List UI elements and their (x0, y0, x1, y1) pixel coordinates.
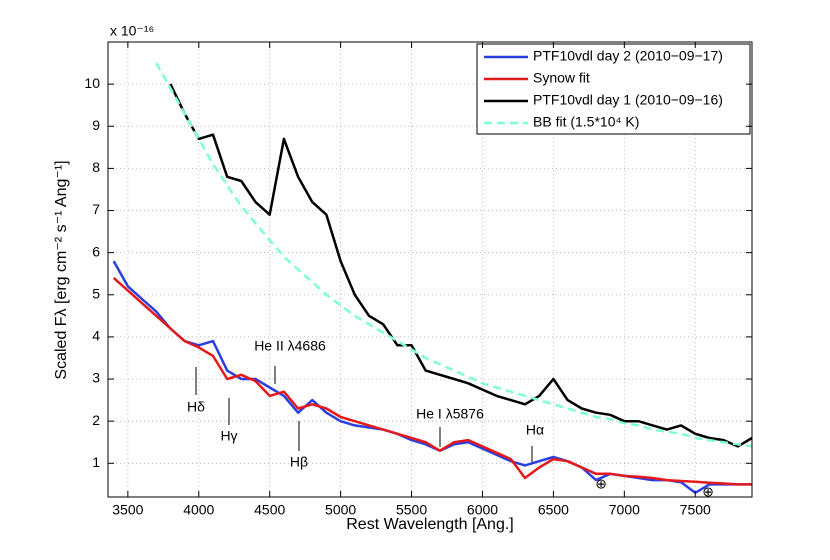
series-line (169, 83, 752, 448)
annotation: Hα (526, 422, 544, 438)
y-tick-label: 10 (84, 75, 100, 91)
y-axis-label: Scaled Fλ [erg cm⁻² s⁻¹ Ang⁻¹] (53, 160, 70, 379)
y-scale-label: x 10⁻¹⁶ (110, 23, 154, 39)
y-tick-label: 3 (92, 370, 100, 386)
series-line (155, 62, 752, 448)
legend: PTF10vdl day 2 (2010−09−17) Synow fit PTF1… (476, 43, 751, 135)
y-tick-label: 7 (92, 201, 100, 217)
x-tick-label: 5000 (325, 502, 356, 518)
y-tick-label: 5 (92, 285, 100, 301)
x-tick-label: 4000 (183, 502, 214, 518)
lines (112, 62, 752, 495)
x-tick-label: 4500 (254, 502, 285, 518)
x-tick-label: 3500 (112, 502, 143, 518)
annotation: He II λ4686 (254, 338, 326, 354)
y-tick-label: 8 (92, 159, 100, 175)
x-axis-label: Rest Wavelength [Ang.] (346, 516, 514, 533)
y-tick-label: 4 (92, 328, 100, 344)
legend-label: PTF10vdl day 1 (2010−09−16) (533, 92, 723, 108)
legend-label: PTF10vdl day 2 (2010−09−17) (533, 48, 723, 64)
x-tick-label: 6500 (538, 502, 569, 518)
annotation: Hδ (187, 399, 205, 415)
y-tick-label: 1 (92, 454, 100, 470)
annotation: Hγ (220, 428, 237, 444)
x-tick-label: 7000 (609, 502, 640, 518)
y-tick-label: 9 (92, 117, 100, 133)
annotations: Hδ Hγ He II λ4686 Hβ He I λ5876 Hα ⊕ ⊕ (187, 338, 714, 500)
y-tick-label: 2 (92, 412, 100, 428)
legend-box (476, 43, 751, 135)
legend-label: Synow fit (533, 70, 590, 86)
x-tick-label: 5500 (396, 502, 427, 518)
axes-frame (107, 41, 753, 498)
x-tick-label: 7500 (680, 502, 711, 518)
x-tick-label: 6000 (467, 502, 498, 518)
y-tick-label: 6 (92, 243, 100, 259)
annotation: ⊕ (702, 484, 714, 500)
annotation: ⊕ (595, 476, 607, 492)
annotation: He I λ5876 (416, 406, 484, 422)
legend-label: BB fit (1.5*10⁴ K) (533, 114, 639, 130)
series-line (112, 276, 752, 486)
annotation: Hβ (290, 454, 308, 470)
